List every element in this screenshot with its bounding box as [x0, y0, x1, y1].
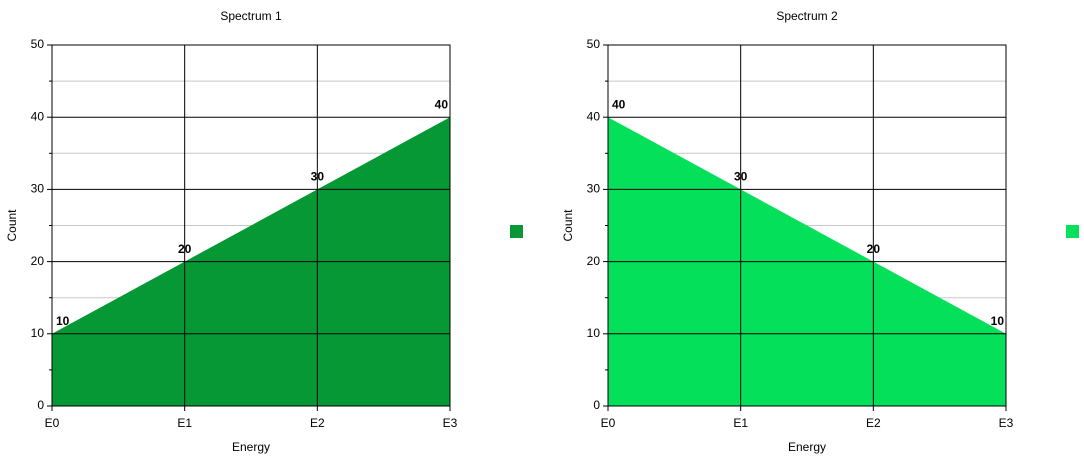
y-tick-label: 40 — [587, 109, 601, 123]
x-tick-label: E0 — [45, 416, 60, 430]
y-tick-label: 10 — [587, 326, 601, 340]
y-tick-label: 30 — [587, 182, 601, 196]
x-tick-label: E2 — [866, 416, 881, 430]
x-tick-label: E3 — [443, 416, 458, 430]
y-tick-label: 40 — [31, 109, 45, 123]
y-tick-label: 30 — [31, 182, 45, 196]
x-axis-label: Energy — [788, 440, 826, 454]
x-tick-label: E3 — [999, 416, 1014, 430]
y-axis-label: Count — [561, 209, 575, 242]
y-tick-label: 50 — [31, 37, 45, 51]
y-tick-label: 0 — [37, 398, 44, 412]
x-tick-label: E1 — [177, 416, 192, 430]
y-tick-label: 20 — [31, 254, 45, 268]
data-label: 40 — [612, 97, 626, 111]
x-tick-label: E2 — [310, 416, 325, 430]
chart: Spectrum 1EnergyCount1020304001020304050… — [5, 9, 523, 454]
legend-swatch — [510, 225, 523, 238]
y-tick-label: 20 — [587, 254, 601, 268]
y-tick-label: 0 — [593, 398, 600, 412]
data-label: 10 — [991, 314, 1005, 328]
plot-frame — [607, 44, 1007, 407]
data-label: 10 — [56, 314, 70, 328]
y-tick-label: 10 — [31, 326, 45, 340]
y-tick-label: 50 — [587, 37, 601, 51]
x-tick-label: E0 — [601, 416, 616, 430]
y-axis-label: Count — [5, 209, 19, 242]
data-label: 40 — [435, 97, 449, 111]
x-axis-label: Energy — [232, 440, 270, 454]
plot-frame — [51, 44, 451, 407]
chart: Spectrum 2EnergyCount4030201001020304050… — [561, 9, 1079, 454]
legend-swatch — [1066, 225, 1079, 238]
chart-title: Spectrum 1 — [220, 9, 282, 23]
chart-title: Spectrum 2 — [776, 9, 838, 23]
x-tick-label: E1 — [733, 416, 748, 430]
